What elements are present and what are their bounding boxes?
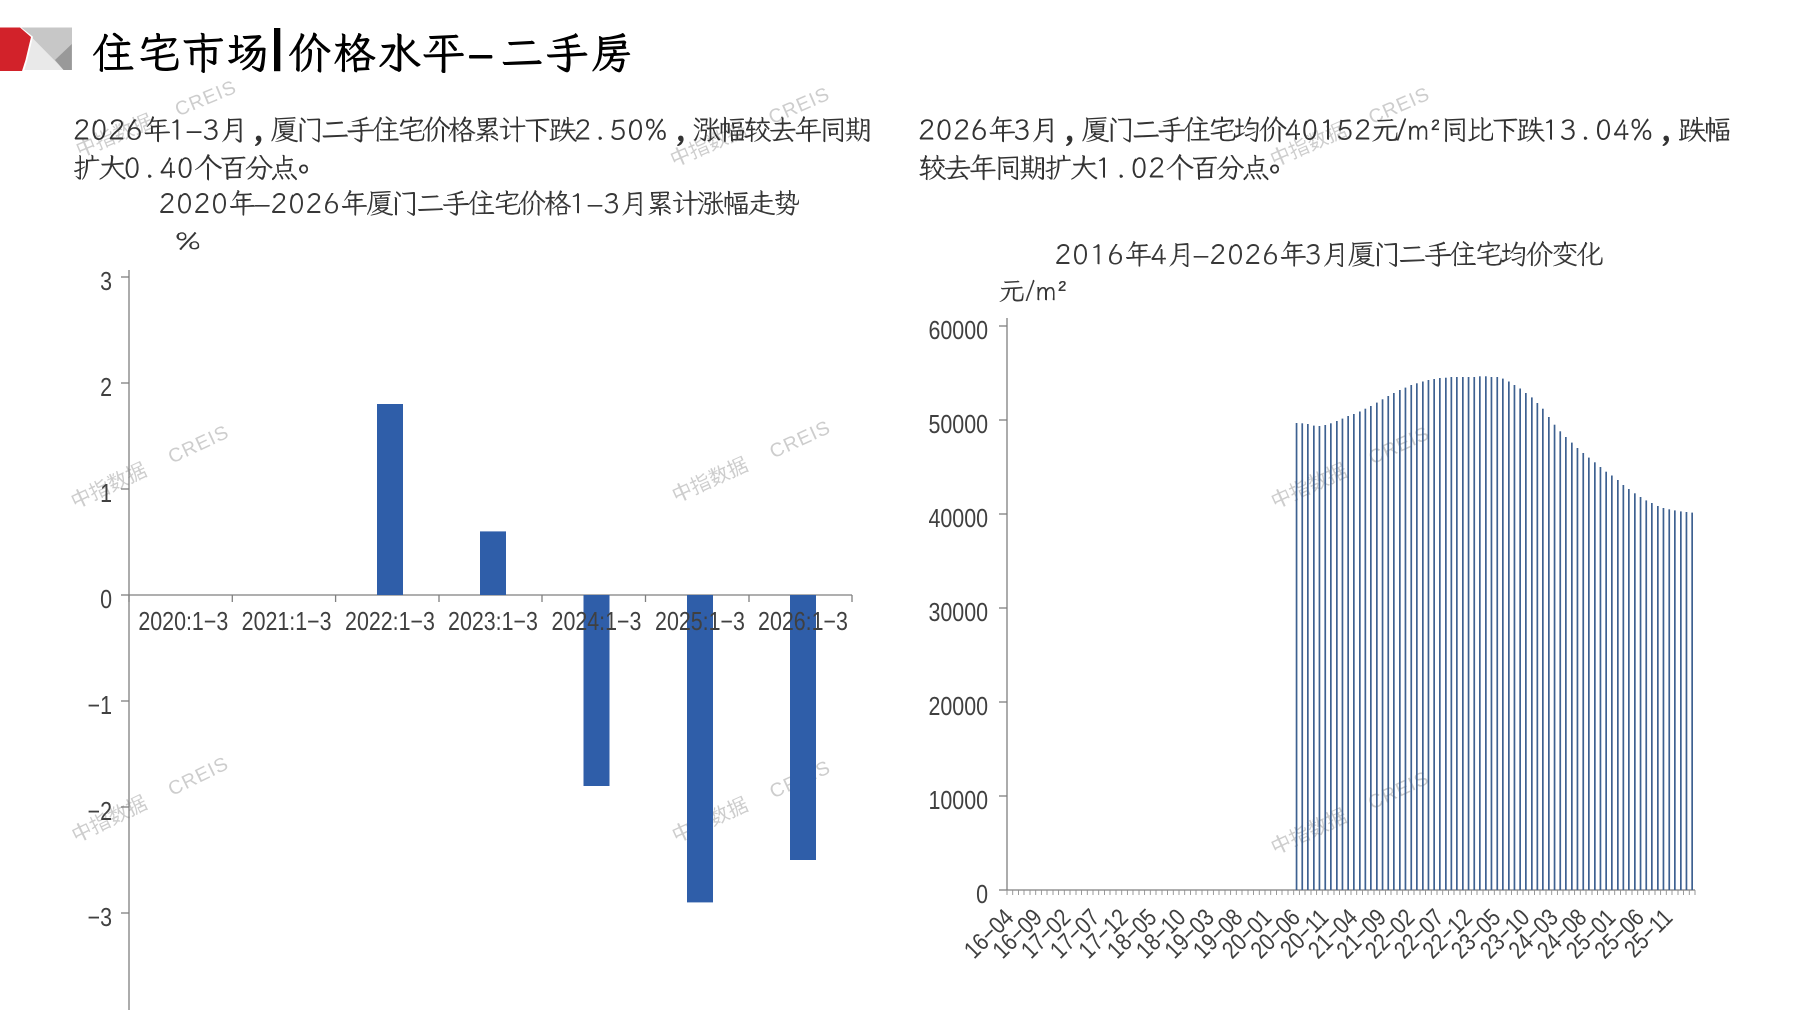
svg-text:20000: 20000 <box>928 692 988 720</box>
svg-text:2025:1−3: 2025:1−3 <box>655 607 745 635</box>
svg-text:40000: 40000 <box>928 504 988 532</box>
svg-text:−3: −3 <box>88 903 112 931</box>
svg-text:60000: 60000 <box>928 316 988 344</box>
svg-text:50000: 50000 <box>928 410 988 438</box>
svg-text:2023:1−3: 2023:1−3 <box>448 607 538 635</box>
svg-text:2: 2 <box>100 373 112 401</box>
svg-text:2021:1−3: 2021:1−3 <box>242 607 332 635</box>
svg-text:−1: −1 <box>88 691 112 719</box>
svg-text:2024:1−3: 2024:1−3 <box>552 607 642 635</box>
svg-text:2022:1−3: 2022:1−3 <box>345 607 435 635</box>
svg-text:2020:1−3: 2020:1−3 <box>138 607 228 635</box>
svg-text:2026:1−3: 2026:1−3 <box>758 607 848 635</box>
svg-text:30000: 30000 <box>928 598 988 626</box>
svg-text:0: 0 <box>976 880 988 908</box>
svg-text:3: 3 <box>100 267 112 295</box>
svg-text:0: 0 <box>100 585 112 613</box>
svg-text:1: 1 <box>100 479 112 507</box>
svg-text:−2: −2 <box>88 797 112 825</box>
svg-text:10000: 10000 <box>928 786 988 814</box>
